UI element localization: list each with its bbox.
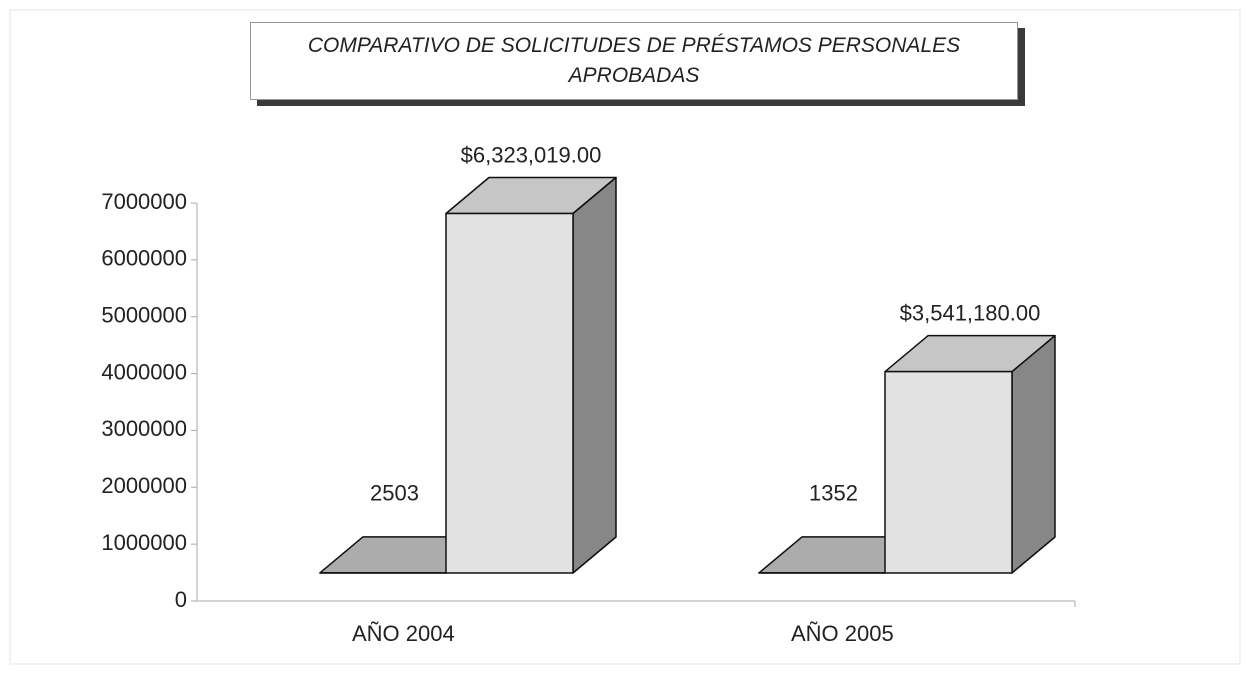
y-tick-label: 5000000	[101, 303, 187, 328]
bar-side-shade	[1012, 335, 1055, 573]
bar-top-shade	[446, 177, 616, 214]
bar-front	[445, 212, 574, 574]
y-tick-label: 6000000	[101, 246, 187, 271]
y-tick-label: 0	[175, 587, 187, 612]
y-tick-label: 1000000	[101, 530, 187, 555]
y-tick-label: 4000000	[101, 359, 187, 384]
data-label: 2503	[370, 481, 419, 506]
bar-front	[884, 370, 1013, 574]
y-tick-label: 7000000	[101, 189, 187, 214]
chart-title: COMPARATIVO DE SOLICITUDES DE PRÉSTAMOS …	[250, 22, 1018, 100]
frame	[9, 9, 1241, 665]
bar-side-shade	[573, 177, 616, 573]
data-label: 1352	[809, 481, 858, 506]
data-label: $3,541,180.00	[900, 300, 1041, 325]
y-tick-label: 3000000	[101, 416, 187, 441]
data-label: $6,323,019.00	[461, 142, 602, 167]
x-tick-label: AÑO 2005	[791, 621, 894, 646]
bar-top-shade	[885, 335, 1055, 372]
y-tick-label: 2000000	[101, 473, 187, 498]
x-tick-label: AÑO 2004	[352, 621, 455, 646]
